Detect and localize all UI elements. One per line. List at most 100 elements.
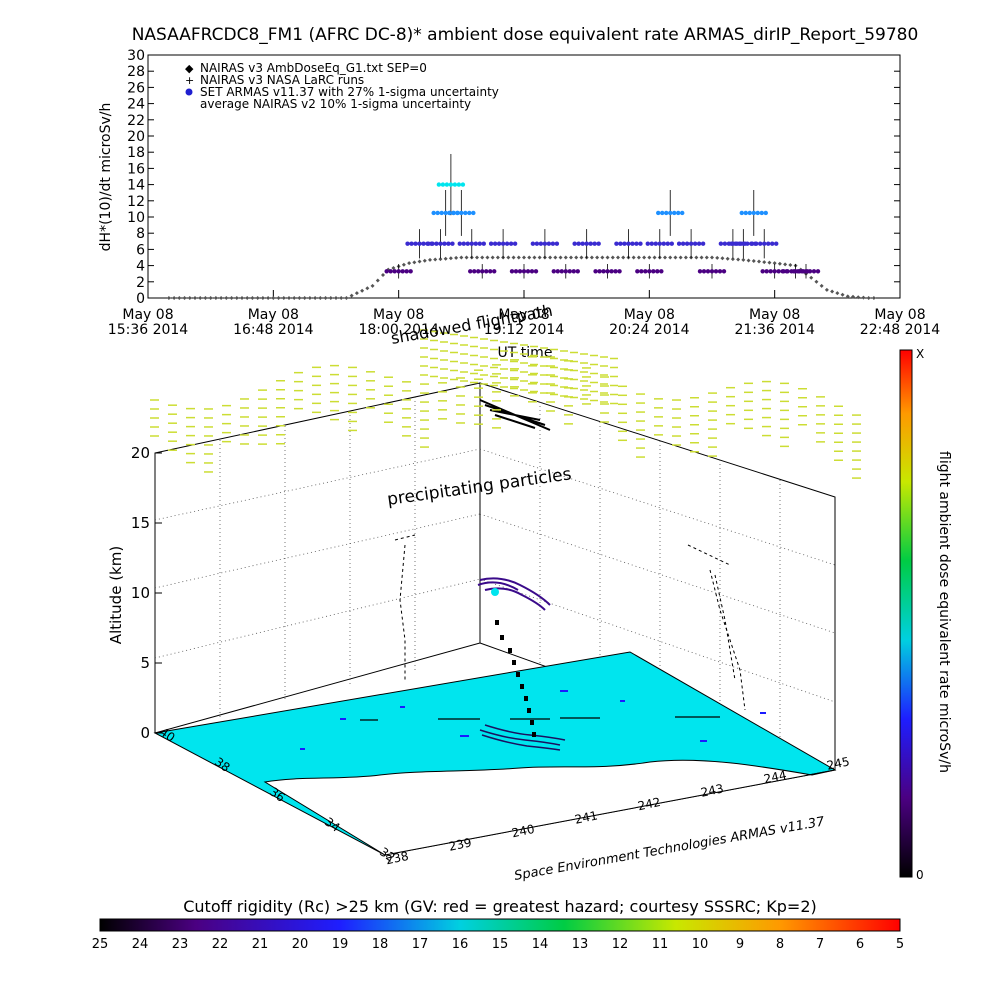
armas-point [492, 269, 497, 274]
armas-point [676, 241, 682, 246]
nairas-point [678, 255, 683, 260]
armas-point [696, 241, 702, 246]
nairas-point [203, 296, 208, 300]
particle-field [150, 329, 861, 479]
x-axis-label: UT time [498, 345, 553, 361]
z-tick-label: 20 [131, 444, 150, 462]
back-wall-left [154, 382, 481, 734]
shadow-segments [360, 716, 720, 721]
armas-point [504, 241, 510, 246]
nairas-point [636, 255, 641, 260]
top-projection [479, 399, 551, 431]
nairas-point [480, 255, 485, 260]
armas-point [567, 269, 572, 274]
armas-point [643, 269, 648, 274]
cruise-cluster [477, 577, 551, 611]
armas-point [576, 241, 581, 246]
nairas-point [401, 262, 406, 267]
armas-point [488, 241, 494, 246]
armas-point [513, 269, 519, 274]
nairas-point [610, 255, 615, 260]
armas-point [729, 241, 734, 246]
armas-point [421, 241, 426, 246]
nairas-point [219, 296, 224, 300]
three-d-panel: shadowed flightpath precipitating partic… [107, 301, 861, 884]
armas-point [754, 241, 759, 246]
nairas-point [553, 255, 558, 260]
armas-point [559, 269, 564, 274]
armas-point [653, 241, 658, 246]
nairas-point [668, 255, 673, 260]
y-tick-label: 26 [127, 80, 145, 96]
lon-axis-ticks: 238 239 240 241 242 243 244 245 [385, 754, 851, 867]
nairas-point [260, 296, 265, 300]
colorbar-tick-label: 13 [572, 937, 589, 952]
armas-point [614, 241, 619, 246]
armas-point [450, 241, 455, 246]
colorbar-tick-label: 18 [372, 937, 389, 952]
nairas-point [381, 273, 385, 278]
armas-point [417, 241, 422, 246]
x-tick-label-date: May 08 [248, 307, 299, 323]
z-axis-label: Altitude (km) [107, 546, 125, 644]
armas-point [803, 269, 809, 274]
nairas-point [213, 296, 218, 300]
lon-tick-label: 244 [763, 768, 788, 786]
nairas-point [574, 255, 579, 260]
armas-point [451, 210, 456, 216]
x-tick-label-date: May 08 [498, 307, 549, 323]
nairas-point [198, 296, 203, 300]
armas-point [647, 269, 652, 274]
nairas-point [506, 255, 511, 260]
nairas-point [271, 296, 276, 300]
lon-tick-label: 238 [385, 849, 410, 867]
armas-point [747, 210, 752, 216]
lon-tick-label: 242 [637, 795, 662, 813]
colorbar-horizontal [99, 918, 901, 932]
armas-point [649, 241, 654, 246]
nairas-point [297, 296, 302, 300]
nairas-point [537, 255, 542, 260]
armas-point [575, 269, 580, 274]
armas-point [551, 269, 556, 274]
armas-point [463, 210, 468, 216]
nairas-point [579, 255, 584, 260]
y-tick-label: 8 [136, 226, 145, 242]
chart-title: NASAAFRCDC8_FM1 (AFRC DC-8)* ambient dos… [132, 25, 919, 45]
colorbar-tick-label: 15 [492, 937, 509, 952]
armas-point [496, 241, 502, 246]
armas-point [750, 241, 755, 246]
armas-point [538, 241, 544, 246]
nairas-point [704, 255, 709, 260]
nairas-point [172, 296, 177, 300]
legend-symbol-plus: + [185, 74, 194, 87]
armas-point [743, 210, 748, 216]
armas-point [392, 269, 397, 274]
armas-point [664, 210, 669, 216]
armas-point [455, 210, 460, 216]
armas-point [592, 241, 597, 246]
armas-point [408, 269, 413, 274]
armas-point [452, 182, 458, 187]
armas-point [697, 269, 703, 274]
nairas-point [652, 255, 657, 260]
legend-symbol-dot [185, 88, 193, 96]
armas-point [476, 269, 481, 274]
nairas-point [699, 255, 704, 260]
colorbar-tick-label: 10 [692, 937, 709, 952]
armas-point [448, 182, 454, 187]
armas-point [656, 210, 661, 216]
colorbar-tick-label: 17 [412, 937, 429, 952]
armas-point [456, 182, 462, 187]
armas-point [434, 241, 439, 246]
armas-point [426, 241, 431, 246]
armas-point [465, 241, 470, 246]
right-wall-projection [687, 544, 746, 711]
nairas-point [391, 266, 396, 271]
y-tick-label: 30 [127, 48, 145, 64]
colorbar-horizontal-ticks: 25 24 23 22 21 20 19 18 17 16 15 14 13 12 11 10 9 8 7 6 5 [92, 937, 904, 952]
colorbar-tick-label: 8 [776, 937, 784, 952]
armas-point [669, 241, 674, 246]
x-tick-label-time: 21:36 2014 [734, 322, 815, 338]
armas-point [762, 241, 767, 246]
